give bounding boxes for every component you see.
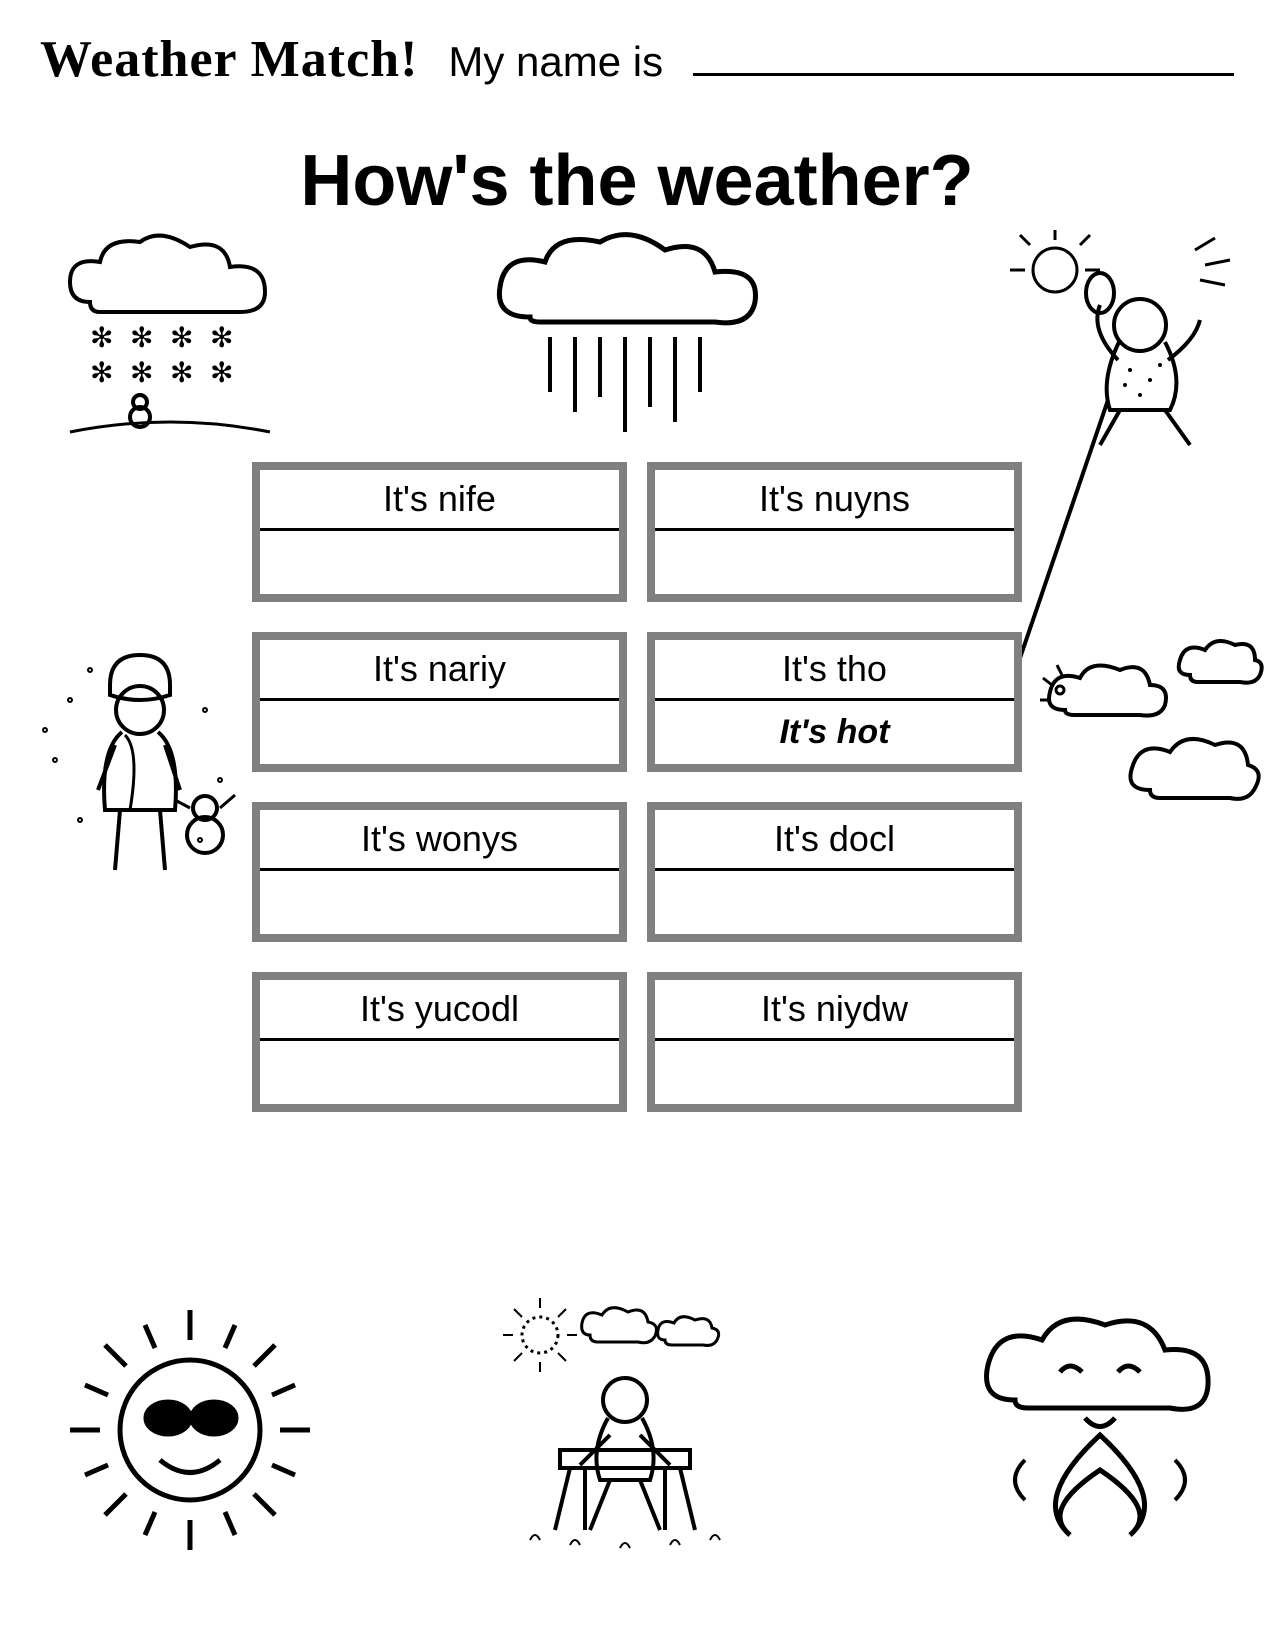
svg-text:✻: ✻	[130, 322, 153, 353]
card-scramble: It's nife	[260, 470, 619, 531]
card-answer[interactable]	[260, 531, 619, 594]
svg-text:✻: ✻	[170, 322, 193, 353]
sun-glasses-icon	[60, 1300, 320, 1560]
card-nife[interactable]: It's nife	[252, 462, 627, 602]
card-tho[interactable]: It's tho It's hot	[647, 632, 1022, 772]
wind-cloud-icon	[970, 1300, 1230, 1560]
worksheet-page: Weather Match! My name is How's the weat…	[0, 0, 1274, 1647]
svg-text:✻: ✻	[90, 322, 113, 353]
card-answer[interactable]	[655, 1041, 1014, 1104]
card-grid: It's nife It's nuyns It's nariy It's tho…	[252, 462, 1022, 1112]
svg-text:✻: ✻	[210, 322, 233, 353]
card-scramble: It's wonys	[260, 810, 619, 871]
rain-cloud-icon	[480, 232, 780, 452]
card-scramble: It's niydw	[655, 980, 1014, 1041]
card-scramble: It's nariy	[260, 640, 619, 701]
card-answer[interactable]	[260, 701, 619, 764]
card-docl[interactable]: It's docl	[647, 802, 1022, 942]
hot-person-icon	[1000, 230, 1250, 460]
nice-day-icon	[470, 1290, 770, 1570]
card-answer[interactable]	[655, 871, 1014, 934]
svg-text:✻: ✻	[170, 357, 193, 388]
cloudy-icon	[1040, 630, 1270, 830]
card-answer[interactable]	[260, 871, 619, 934]
snow-cloud-icon: ✻ ✻ ✻ ✻ ✻ ✻ ✻ ✻	[50, 232, 290, 452]
card-scramble: It's nuyns	[655, 470, 1014, 531]
card-answer[interactable]	[655, 531, 1014, 594]
card-answer[interactable]	[260, 1041, 619, 1104]
card-niydw[interactable]: It's niydw	[647, 972, 1022, 1112]
card-yucodl[interactable]: It's yucodl	[252, 972, 627, 1112]
svg-text:✻: ✻	[90, 357, 113, 388]
card-scramble: It's yucodl	[260, 980, 619, 1041]
card-nariy[interactable]: It's nariy	[252, 632, 627, 772]
svg-text:✻: ✻	[210, 357, 233, 388]
cold-person-icon	[30, 640, 250, 900]
card-scramble: It's docl	[655, 810, 1014, 871]
card-answer[interactable]: It's hot	[655, 701, 1014, 764]
card-scramble: It's tho	[655, 640, 1014, 701]
card-wonys[interactable]: It's wonys	[252, 802, 627, 942]
svg-text:✻: ✻	[130, 357, 153, 388]
card-nuyns[interactable]: It's nuyns	[647, 462, 1022, 602]
